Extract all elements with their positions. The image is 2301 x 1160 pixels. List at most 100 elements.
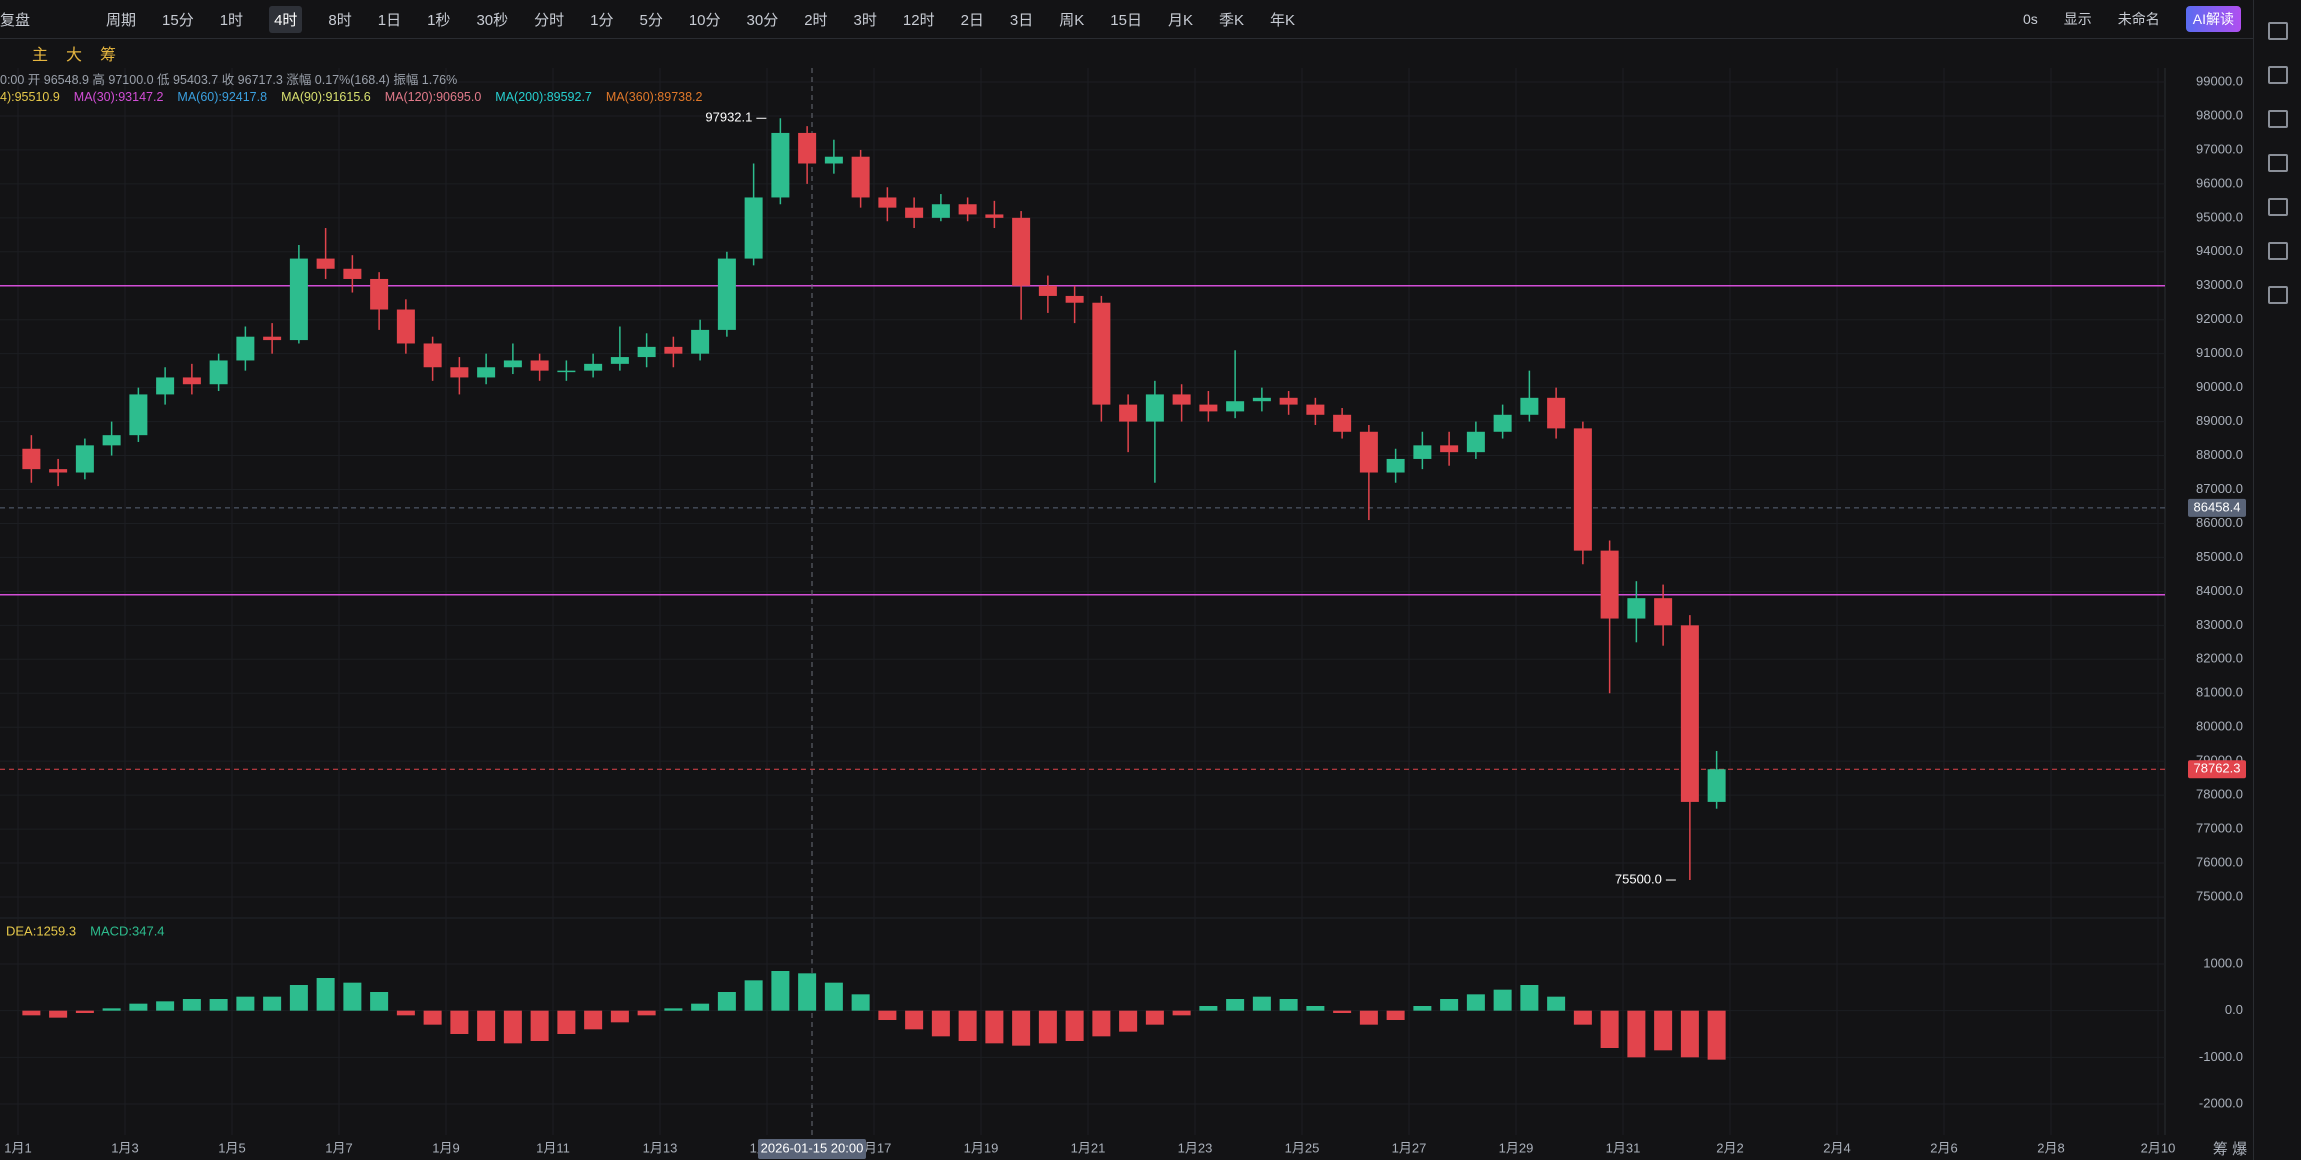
macd-bar bbox=[209, 999, 228, 1011]
candle-body bbox=[1600, 550, 1619, 619]
macd-bar bbox=[1547, 996, 1566, 1011]
period[interactable]: 5分 bbox=[639, 11, 663, 29]
x-tick-label: 2月6 bbox=[1930, 1140, 1957, 1155]
candle-body bbox=[1386, 458, 1405, 473]
icon[interactable] bbox=[2268, 22, 2288, 40]
candle-body bbox=[610, 357, 629, 364]
ma-item: MA(90):91615.6 bbox=[281, 90, 371, 104]
y-tick-label: 76000.0 bbox=[2196, 854, 2243, 869]
price-tag-label: 78762.3 bbox=[2194, 761, 2241, 776]
x-tick-label: 1月5 bbox=[218, 1140, 245, 1155]
period[interactable]: 15日 bbox=[1110, 11, 1142, 29]
period[interactable]: 15分 bbox=[162, 11, 194, 29]
macd-bar bbox=[1520, 985, 1539, 1011]
icon[interactable] bbox=[2268, 66, 2288, 84]
icon[interactable] bbox=[2268, 110, 2288, 128]
candle-body bbox=[450, 367, 469, 378]
period[interactable]: 4时 bbox=[269, 5, 303, 33]
macd-bar bbox=[985, 1010, 1004, 1044]
candle-body bbox=[1493, 414, 1512, 432]
tool[interactable]: 未命名 bbox=[2117, 11, 2160, 27]
icon[interactable] bbox=[2268, 154, 2288, 172]
icon[interactable] bbox=[2268, 286, 2288, 304]
period[interactable]: 月K bbox=[1167, 11, 1193, 29]
ohlc-info: 0:00 开 96548.9 高 97100.0 低 95403.7 收 967… bbox=[0, 72, 458, 87]
period[interactable]: 分时 bbox=[534, 11, 565, 29]
period[interactable]: 年K bbox=[1270, 11, 1296, 29]
y-tick-label: 83000.0 bbox=[2196, 617, 2243, 632]
candle-body bbox=[985, 214, 1004, 218]
icon[interactable] bbox=[2268, 198, 2288, 216]
candle-body bbox=[717, 258, 736, 330]
x-tick-label: 1月11 bbox=[536, 1140, 570, 1155]
tab[interactable]: 主 bbox=[32, 47, 49, 64]
period[interactable]: 30秒 bbox=[476, 11, 509, 29]
period[interactable]: 3日 bbox=[1009, 11, 1034, 29]
macd-bar bbox=[691, 1003, 710, 1011]
macd-bar bbox=[1440, 999, 1459, 1011]
macd-bar bbox=[664, 1008, 683, 1011]
candle-body bbox=[1119, 404, 1138, 422]
macd-bar bbox=[1627, 1010, 1646, 1058]
price-tag bbox=[2188, 498, 2246, 517]
macd-bar bbox=[1600, 1010, 1619, 1048]
replay[interactable]: 复盘 bbox=[0, 11, 31, 29]
y-tick-label: 95000.0 bbox=[2196, 209, 2243, 224]
period[interactable]: 1时 bbox=[219, 11, 244, 29]
period[interactable]: 1秒 bbox=[427, 11, 451, 29]
y-tick-label: 92000.0 bbox=[2196, 311, 2243, 326]
macd-bar bbox=[289, 985, 308, 1011]
x-tick-label: 1月25 bbox=[1285, 1140, 1320, 1155]
macd-bar bbox=[263, 996, 282, 1011]
macd-bar bbox=[316, 978, 335, 1011]
candle-body bbox=[503, 360, 522, 368]
candle-body bbox=[1654, 598, 1673, 626]
period[interactable]: 季K bbox=[1218, 11, 1244, 29]
macd-bar bbox=[717, 992, 736, 1011]
period[interactable]: 2时 bbox=[804, 11, 828, 29]
candle-body bbox=[691, 329, 710, 354]
y-tick-label: -2000.0 bbox=[2199, 1095, 2243, 1110]
x-tick-label: 1月29 bbox=[1499, 1140, 1534, 1155]
period[interactable]: 12时 bbox=[902, 11, 935, 29]
sidebar bbox=[2253, 0, 2301, 1160]
period[interactable]: 1日 bbox=[377, 11, 402, 29]
candle-body bbox=[129, 394, 148, 436]
period[interactable]: 周K bbox=[1059, 11, 1085, 29]
period[interactable]: 8时 bbox=[328, 11, 352, 29]
macd-bar bbox=[798, 973, 817, 1011]
candle-body bbox=[744, 197, 763, 259]
x-tick-label: 2月2 bbox=[1716, 1140, 1743, 1155]
tool[interactable]: AI解读 bbox=[2185, 6, 2241, 32]
ma-item: MA(30):93147.2 bbox=[73, 90, 164, 104]
candle-body bbox=[824, 156, 843, 164]
period-menu[interactable]: 周期 bbox=[106, 11, 137, 29]
period[interactable]: 2日 bbox=[960, 11, 984, 29]
icon[interactable] bbox=[2268, 242, 2288, 260]
macd-bar bbox=[878, 1010, 897, 1020]
macd-bar bbox=[1279, 999, 1298, 1011]
period[interactable]: 1分 bbox=[590, 11, 614, 29]
macd-bar bbox=[477, 1010, 496, 1041]
candle-body bbox=[878, 197, 897, 208]
y-tick-label: -1000.0 bbox=[2199, 1049, 2243, 1064]
tab[interactable]: 筹 bbox=[100, 47, 117, 64]
y-tick-label: 81000.0 bbox=[2196, 685, 2243, 700]
period[interactable]: 10分 bbox=[688, 11, 721, 29]
macd-bar bbox=[637, 1010, 656, 1016]
period[interactable]: 30分 bbox=[746, 11, 779, 29]
tab[interactable]: 大 bbox=[66, 47, 83, 64]
x-tick-label: 1月13 bbox=[643, 1140, 678, 1155]
y-tick-label: 0.0 bbox=[2225, 1002, 2243, 1017]
period[interactable]: 3时 bbox=[853, 11, 877, 29]
candle-body bbox=[1466, 431, 1485, 453]
macd-bar bbox=[1306, 1006, 1325, 1011]
macd-bar bbox=[1359, 1010, 1378, 1025]
y-tick-label: 87000.0 bbox=[2196, 481, 2243, 496]
x-tick-label: 1月9 bbox=[432, 1140, 459, 1155]
tool[interactable]: 显示 bbox=[2063, 11, 2092, 27]
tool[interactable]: 0s bbox=[2022, 11, 2038, 27]
y-tick-label: 97000.0 bbox=[2196, 141, 2243, 156]
extreme-label: 97932.1 bbox=[705, 110, 752, 125]
candle-body bbox=[1065, 295, 1084, 303]
